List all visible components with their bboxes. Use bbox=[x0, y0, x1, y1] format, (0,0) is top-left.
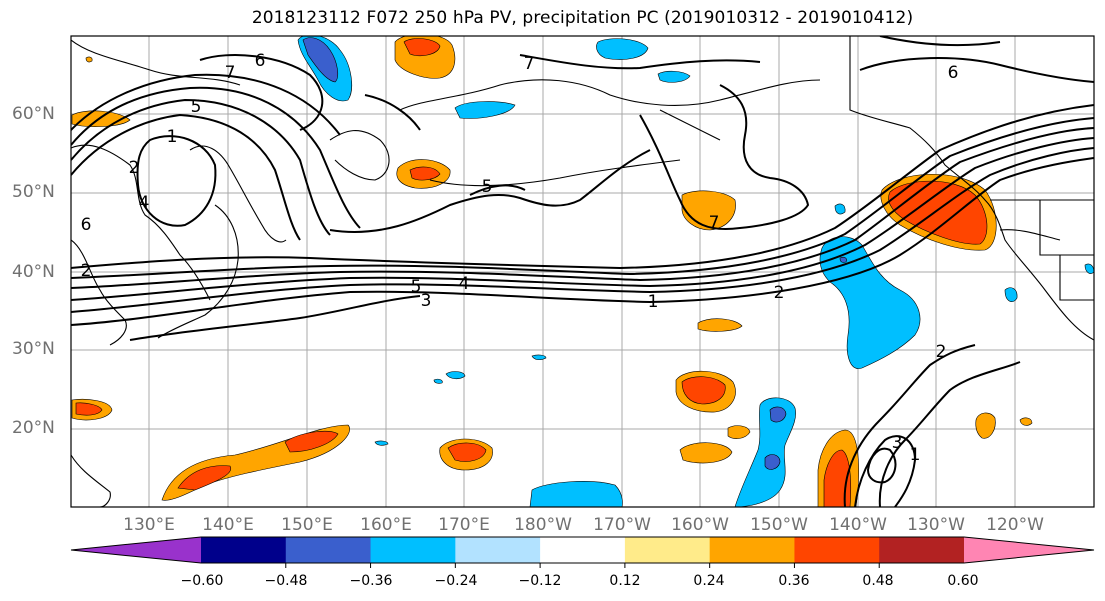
lon-label: 160°W bbox=[671, 515, 729, 535]
pv-contour-labels: 7 6 5 1 2 4 6 5 3 4 1 2 7 5 7 6 2 1 3 2 bbox=[81, 51, 959, 465]
colorbar bbox=[70, 536, 1095, 568]
contour-label: 3 bbox=[892, 433, 903, 453]
precip-negative-region bbox=[839, 256, 847, 263]
contour-label: 5 bbox=[482, 177, 493, 197]
precip-negative-region bbox=[445, 371, 466, 380]
colorbar-swatch bbox=[201, 537, 287, 563]
lat-label: 60°N bbox=[12, 104, 55, 124]
colorbar-tick-label: 0.24 bbox=[693, 573, 725, 589]
precip-positive-region bbox=[75, 402, 103, 416]
precip-positive-region bbox=[681, 376, 726, 405]
lon-label: 130°W bbox=[907, 515, 965, 535]
colorbar-tick-label: −0.36 bbox=[349, 573, 393, 589]
lon-label: 150°E bbox=[281, 515, 333, 535]
colorbar-swatch bbox=[455, 537, 541, 563]
contour-label: 7 bbox=[709, 213, 720, 233]
colorbar-tick-label: 0.36 bbox=[778, 573, 810, 589]
contour-label: 2 bbox=[774, 283, 785, 303]
lon-label: 120°W bbox=[986, 515, 1044, 535]
precip-shading bbox=[71, 36, 1094, 507]
contour-label: 1 bbox=[910, 445, 921, 465]
colorbar-swatch bbox=[879, 537, 965, 563]
precip-negative-region bbox=[596, 38, 649, 60]
coastlines bbox=[71, 36, 1094, 507]
precip-positive-region bbox=[447, 442, 487, 462]
contour-label: 6 bbox=[255, 51, 266, 71]
colorbar-extend-min bbox=[71, 537, 201, 563]
lon-label: 160°E bbox=[360, 515, 412, 535]
pv-contours bbox=[71, 36, 1094, 507]
lon-label: 170°E bbox=[438, 515, 490, 535]
precip-positive-region bbox=[975, 412, 996, 439]
colorbar-swatch bbox=[370, 537, 456, 563]
colorbar-tick-label: 0.48 bbox=[862, 573, 894, 589]
contour-label: 2 bbox=[936, 342, 947, 362]
precip-negative-region bbox=[374, 440, 389, 446]
precip-negative-region bbox=[1004, 287, 1018, 303]
colorbar-tick-label: 0.60 bbox=[947, 573, 979, 589]
colorbar-outline bbox=[70, 536, 1095, 564]
colorbar-swatch bbox=[624, 537, 711, 563]
colorbar-swatch bbox=[794, 537, 880, 563]
colorbar-tick-label: −0.48 bbox=[264, 573, 308, 589]
precip-negative-region bbox=[531, 354, 547, 361]
colorbar-swatch bbox=[709, 537, 795, 563]
contour-label: 2 bbox=[81, 261, 92, 281]
precip-negative-region bbox=[454, 101, 516, 119]
lon-label: 170°W bbox=[593, 515, 651, 535]
contour-label: 6 bbox=[948, 63, 959, 83]
contour-label: 4 bbox=[139, 193, 150, 213]
contour-label: 1 bbox=[167, 127, 178, 147]
precip-positive-region bbox=[727, 425, 751, 439]
colorbar-swatch bbox=[540, 537, 626, 563]
precip-negative-region bbox=[1084, 263, 1094, 274]
contour-label: 7 bbox=[225, 63, 236, 83]
colorbar-tick-label: −0.60 bbox=[180, 573, 224, 589]
lat-label: 40°N bbox=[12, 262, 55, 282]
precip-positive-region bbox=[697, 318, 743, 332]
colorbar-extend-max bbox=[964, 537, 1094, 563]
chart-title: 2018123112 F072 250 hPa PV, precipitatio… bbox=[251, 8, 914, 28]
colorbar-swatch bbox=[285, 537, 372, 563]
precip-negative-region bbox=[764, 454, 781, 470]
precip-positive-region bbox=[284, 430, 339, 453]
contour-label: 3 bbox=[421, 291, 432, 311]
contour-label: 5 bbox=[411, 277, 422, 297]
lat-label: 20°N bbox=[12, 418, 55, 438]
lon-label: 130°E bbox=[123, 515, 175, 535]
lon-label: 180°W bbox=[514, 515, 572, 535]
precip-positive-region bbox=[679, 442, 733, 464]
precip-positive-region bbox=[85, 56, 93, 63]
precip-positive-region bbox=[1019, 417, 1033, 426]
contour-label: 4 bbox=[459, 274, 470, 294]
contour-label: 5 bbox=[191, 97, 202, 117]
colorbar-tick-label: −0.24 bbox=[434, 573, 478, 589]
precip-positive-region bbox=[177, 465, 232, 491]
contour-label: 6 bbox=[81, 215, 92, 235]
lat-label: 30°N bbox=[12, 339, 55, 359]
contour-label: 1 bbox=[648, 292, 659, 312]
lon-label: 140°W bbox=[829, 515, 887, 535]
precip-negative-region bbox=[834, 203, 846, 215]
precip-negative-region bbox=[302, 37, 339, 83]
colorbar-tick-label: 0.12 bbox=[609, 573, 641, 589]
precip-negative-region bbox=[734, 397, 796, 507]
precip-negative-region bbox=[433, 378, 443, 384]
precip-negative-region bbox=[657, 70, 691, 83]
precip-negative-region bbox=[769, 406, 787, 423]
precip-positive-region bbox=[409, 166, 441, 181]
contour-label: 7 bbox=[524, 54, 535, 74]
contour-label: 2 bbox=[129, 158, 140, 178]
lon-label: 140°E bbox=[202, 515, 254, 535]
precip-negative-region bbox=[529, 481, 623, 507]
lon-label: 150°W bbox=[750, 515, 808, 535]
colorbar-tick-label: −0.12 bbox=[518, 573, 562, 589]
lat-label: 50°N bbox=[12, 182, 55, 202]
precip-positive-region bbox=[403, 38, 441, 57]
precip-negative-region bbox=[819, 236, 921, 369]
